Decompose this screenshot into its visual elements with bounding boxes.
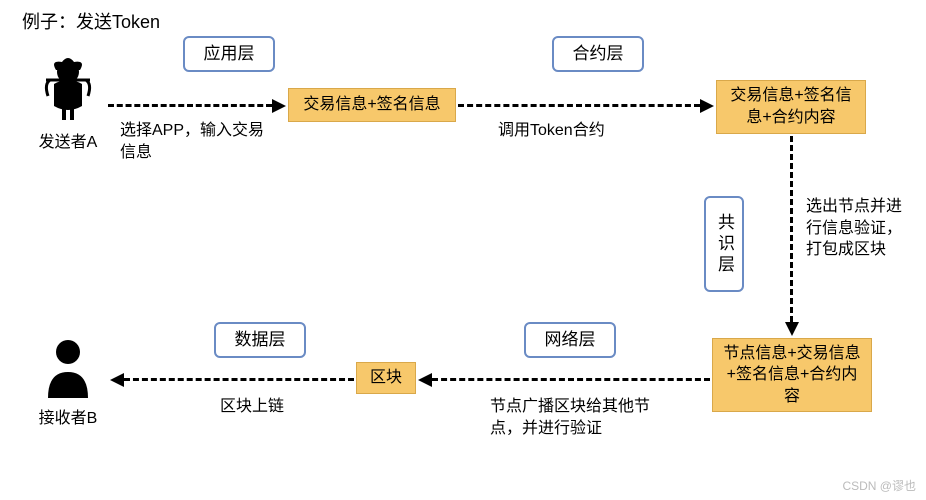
node-tx-sig: 交易信息+签名信息 xyxy=(288,88,456,122)
actor-receiver: 接收者B xyxy=(28,338,108,428)
arrow-2 xyxy=(458,104,700,107)
arrow-4-head xyxy=(418,373,432,387)
arrow-3-head xyxy=(785,322,799,336)
arrow-3 xyxy=(790,136,793,322)
actor-sender: 发送者A xyxy=(28,58,108,152)
person-icon xyxy=(40,58,96,124)
actor-receiver-label: 接收者B xyxy=(28,404,108,428)
arrow-1-head xyxy=(272,99,286,113)
caption-step4: 节点广播区块给其他节点，并进行验证 xyxy=(490,396,650,439)
actor-sender-label: 发送者A xyxy=(28,128,108,152)
person-icon xyxy=(40,338,96,400)
arrow-4 xyxy=(432,378,710,381)
arrow-5-head xyxy=(110,373,124,387)
watermark: CSDN @谬也 xyxy=(842,477,916,494)
node-tx-sig-contract: 交易信息+签名信息+合约内容 xyxy=(716,80,866,134)
caption-step2: 调用Token合约 xyxy=(498,120,605,142)
layer-network: 网络层 xyxy=(524,322,616,358)
caption-step3: 选出节点并进行信息验证，打包成区块 xyxy=(806,196,916,261)
layer-consensus: 共识层 xyxy=(704,196,744,292)
arrow-1 xyxy=(108,104,272,107)
arrow-5 xyxy=(124,378,354,381)
caption-step5: 区块上链 xyxy=(220,396,284,418)
arrow-2-head xyxy=(700,99,714,113)
layer-data: 数据层 xyxy=(214,322,306,358)
node-full: 节点信息+交易信息+签名信息+合约内容 xyxy=(712,338,872,412)
layer-contract: 合约层 xyxy=(552,36,644,72)
node-block: 区块 xyxy=(356,362,416,394)
caption-step1: 选择APP，输入交易信息 xyxy=(120,120,270,163)
layer-app: 应用层 xyxy=(183,36,275,72)
diagram-title: 例子：发送Token xyxy=(22,8,160,34)
